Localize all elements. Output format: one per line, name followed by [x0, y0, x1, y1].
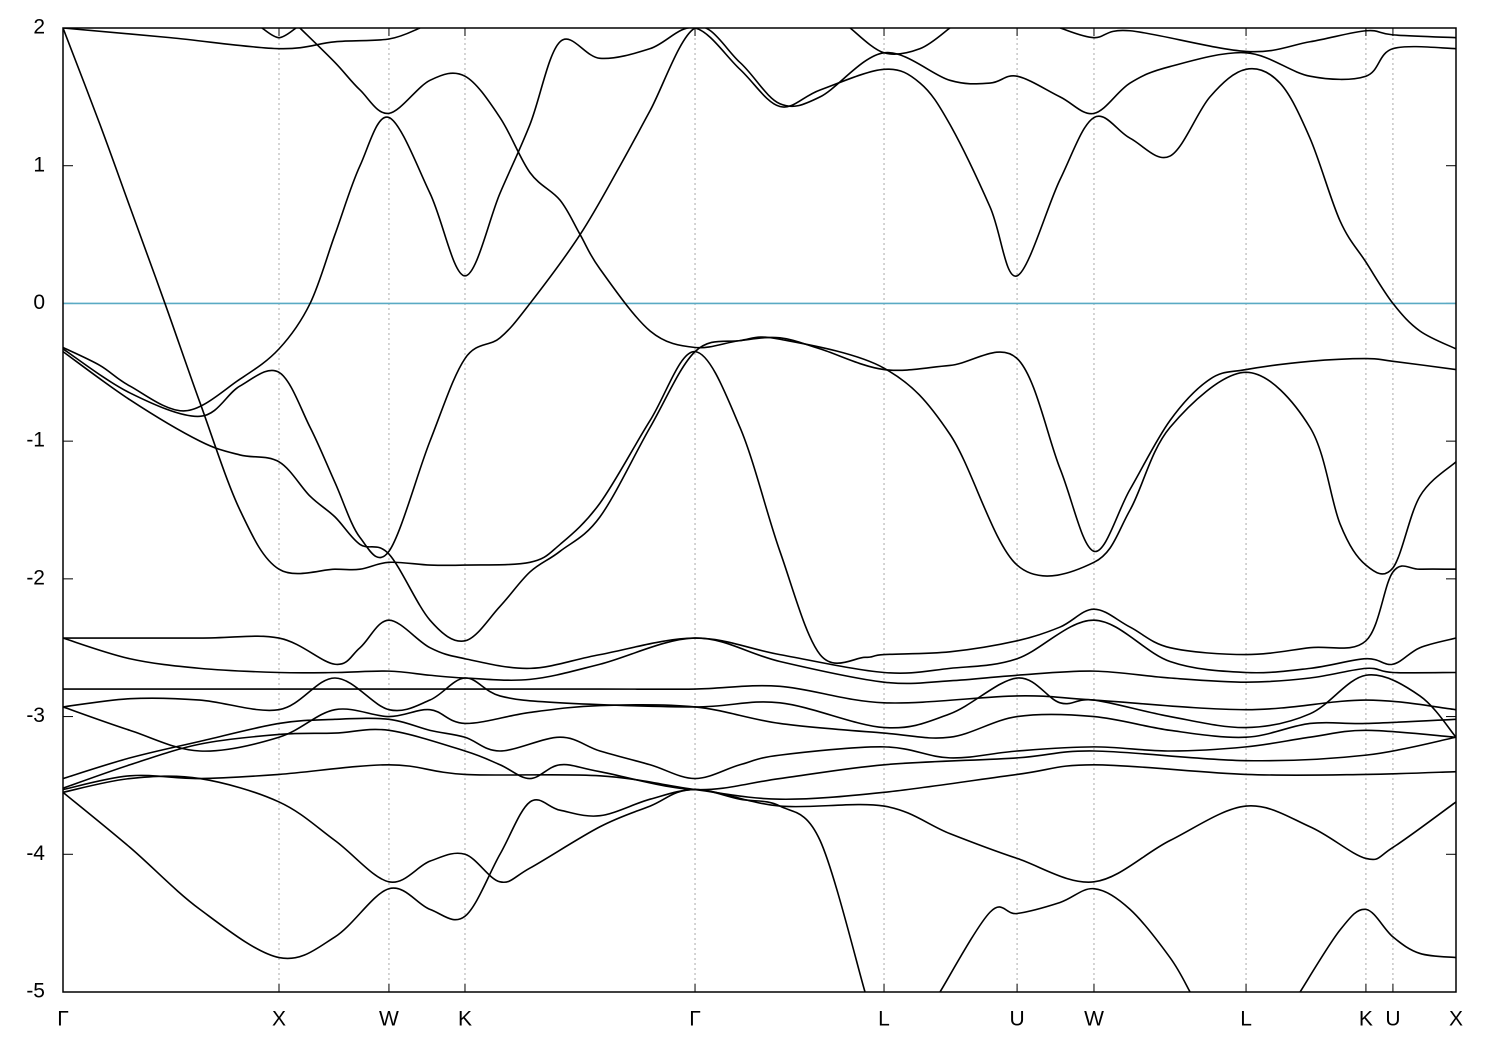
y-tick-label: -1 — [26, 429, 45, 452]
x-tick-label: Γ — [689, 1008, 701, 1031]
plot-frame — [62, 27, 1457, 993]
x-tick-label: L — [1240, 1008, 1252, 1031]
band-line — [63, 674, 1456, 738]
band-line — [63, 28, 1456, 559]
band-line — [63, 637, 1456, 685]
y-tick-label: 1 — [33, 153, 45, 176]
x-tick-label: W — [379, 1008, 399, 1031]
band-line — [63, 775, 1456, 884]
band-line — [63, 336, 1456, 642]
x-tick-label: X — [1449, 1008, 1463, 1031]
bands — [63, 28, 1456, 992]
band-line — [261, 28, 297, 39]
band-line — [939, 887, 1191, 992]
band-line — [63, 28, 1456, 665]
x-tick-label: U — [1009, 1008, 1024, 1031]
y-tick-label: -4 — [26, 842, 45, 865]
band-line — [1059, 28, 1456, 53]
band-line — [63, 28, 1456, 412]
x-tick-label: K — [1359, 1008, 1373, 1031]
band-line — [849, 28, 951, 55]
x-tick-label: W — [1084, 1008, 1104, 1031]
y-tick-label: -5 — [26, 980, 45, 1003]
x-tick-label: U — [1385, 1008, 1400, 1031]
x-tick-label: K — [458, 1008, 472, 1031]
band-line — [63, 684, 1456, 711]
band-line — [63, 703, 1456, 752]
y-tick-label: 0 — [33, 291, 45, 314]
y-tick-label: 2 — [33, 16, 45, 39]
x-tick-label: L — [878, 1008, 890, 1031]
x-tick-label: X — [272, 1008, 286, 1031]
band-line — [63, 728, 1456, 791]
band-line — [63, 28, 421, 50]
band-line — [63, 717, 1456, 780]
band-line — [299, 28, 1456, 553]
y-tick-label: -3 — [26, 704, 45, 727]
band-line — [63, 619, 1456, 674]
band-line — [1299, 908, 1456, 992]
y-tick-label: -2 — [26, 566, 45, 589]
x-tick-label: Γ — [57, 1008, 69, 1031]
band-line — [63, 788, 866, 992]
